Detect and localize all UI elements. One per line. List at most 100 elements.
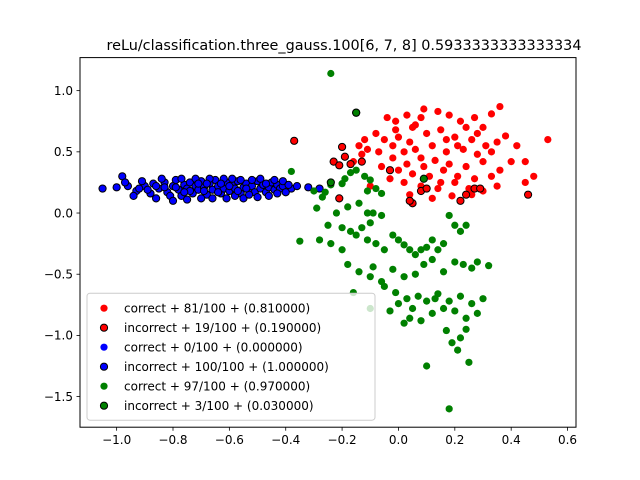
data-point [496,166,504,174]
legend-label: correct + 97/100 + (0.970000) [124,380,310,394]
data-point [239,194,248,203]
data-point [199,186,209,196]
legend-marker [100,304,108,312]
data-point [445,405,453,413]
x-tick-label: 0.4 [502,433,521,447]
data-point [324,221,332,229]
data-point [180,188,189,197]
data-point [459,145,467,153]
data-point [151,194,161,203]
data-point [462,123,470,131]
data-point [281,188,290,197]
x-tick-label: 0.2 [445,433,464,447]
data-point [487,110,496,118]
data-point [442,148,450,156]
data-point [389,231,397,239]
data-point [160,183,169,192]
data-point [392,117,400,125]
data-point [304,183,313,192]
data-point [473,150,481,158]
data-point [216,179,226,188]
legend-label: incorrect + 100/100 + (1.000000) [124,360,329,374]
data-point [321,188,329,196]
data-point [213,188,223,197]
data-point [168,196,178,205]
data-point [417,246,425,254]
data-point [434,184,442,193]
data-point [182,195,192,204]
data-point [225,182,234,191]
x-tick-label: −1.0 [102,433,131,447]
data-point [521,178,529,187]
data-point [479,123,487,131]
data-point [256,174,265,183]
data-point [112,183,121,192]
data-point [327,69,335,78]
data-point [411,121,419,129]
data-point [326,178,335,187]
data-point [451,178,459,187]
data-point [372,129,380,138]
data-point [439,268,448,276]
data-point [501,132,510,140]
data-point [202,179,211,188]
data-point [332,209,341,217]
legend-label: incorrect + 19/100 + (0.190000) [124,321,321,335]
legend-marker [99,323,109,332]
data-point [337,142,347,152]
data-point [135,184,144,193]
data-point [406,138,414,146]
data-point [369,263,377,271]
data-point [411,145,419,153]
data-point [456,117,465,125]
x-tick-label: −0.6 [215,433,244,447]
data-point [459,260,467,269]
data-point [372,184,380,193]
data-point [434,246,442,254]
data-point [355,268,363,276]
data-point [451,307,459,315]
data-point [380,246,388,254]
data-point [411,270,419,278]
data-point [423,129,431,138]
data-point [157,174,166,183]
data-point [420,105,428,113]
data-point [468,136,476,144]
y-tick-label: 0.0 [54,206,73,220]
series-4 [287,69,493,413]
data-point [327,240,335,248]
data-point [310,187,318,195]
data-point [366,176,374,184]
data-point [406,314,414,322]
series-0 [349,102,552,202]
data-point [380,136,388,144]
data-point [420,162,428,171]
data-point [369,209,377,217]
data-point [507,158,515,166]
data-point [442,136,450,144]
y-tick-label: −1.0 [44,329,73,343]
data-point [462,221,470,229]
data-point [363,187,372,195]
legend-label: incorrect + 3/100 + (0.030000) [124,399,314,413]
data-point [465,184,473,193]
data-point [470,113,479,122]
data-point [315,236,324,244]
data-point [389,265,397,273]
legend-marker [100,382,108,390]
data-point [470,175,479,183]
data-point [468,299,476,308]
y-tick-label: 1.0 [54,84,73,98]
data-point [423,243,431,251]
data-point [403,295,411,303]
data-point [406,246,414,254]
y-tick-label: 0.5 [54,145,73,159]
data-point [405,196,414,205]
data-point [468,264,476,272]
series-3 [98,172,324,205]
data-point [420,260,428,269]
data-point [377,189,386,198]
data-point [523,190,533,199]
data-point [439,240,448,248]
